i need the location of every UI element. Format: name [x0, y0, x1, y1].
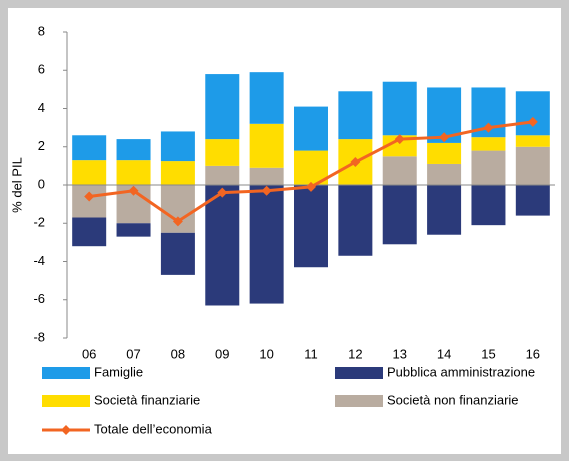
bar	[249, 167, 284, 185]
x-tick-label: 16	[526, 346, 540, 361]
x-tick-label: 09	[215, 346, 229, 361]
y-tick-label: -2	[33, 215, 45, 230]
bar	[116, 139, 151, 161]
y-tick-label: 0	[38, 176, 45, 191]
bar	[205, 139, 240, 166]
y-tick-label: -8	[33, 329, 45, 344]
line-marker	[483, 122, 494, 133]
x-tick-label: 12	[348, 346, 362, 361]
legend-swatch	[42, 367, 90, 379]
bar	[471, 137, 506, 151]
bar	[205, 185, 240, 306]
bar	[249, 185, 284, 304]
bar	[160, 232, 195, 275]
y-axis-label: % del PIL	[9, 157, 24, 213]
legend-label: Famiglie	[94, 364, 143, 379]
line-marker	[350, 157, 361, 168]
bar	[249, 72, 284, 124]
x-tick-label: 06	[82, 346, 96, 361]
line-marker	[394, 134, 405, 145]
legend-swatch	[61, 425, 71, 435]
bar	[515, 185, 550, 216]
bar	[471, 185, 506, 226]
x-tick-label: 15	[481, 346, 495, 361]
line-marker	[306, 181, 316, 192]
bar	[338, 91, 373, 140]
bar	[515, 135, 550, 147]
bar	[427, 142, 462, 164]
bar	[205, 74, 240, 140]
x-tick-label: 11	[304, 346, 318, 361]
bar	[72, 160, 107, 185]
bar	[116, 223, 151, 237]
bar	[515, 91, 550, 136]
x-tick-label: 14	[437, 346, 451, 361]
line-marker	[217, 187, 228, 198]
bar	[382, 81, 417, 136]
x-tick-label: 07	[126, 346, 140, 361]
legend-label: Società non finanziarie	[387, 392, 519, 407]
bar	[382, 185, 417, 245]
bar	[116, 160, 151, 185]
legend-swatch	[42, 395, 90, 407]
line-marker	[261, 185, 272, 196]
line-marker	[128, 185, 139, 196]
y-tick-label: -4	[33, 253, 45, 268]
legend-label: Società finanziarie	[94, 392, 200, 407]
bar	[471, 150, 506, 185]
bar	[294, 106, 328, 151]
bar	[294, 185, 328, 268]
y-tick-label: -6	[33, 291, 45, 306]
bar	[427, 185, 462, 235]
x-tick-label: 13	[392, 346, 406, 361]
legend-swatch	[335, 367, 383, 379]
bar	[160, 131, 195, 162]
legend-label: Pubblica amministrazione	[387, 364, 535, 379]
line-marker	[527, 116, 538, 127]
bar	[249, 123, 284, 168]
bar	[515, 146, 550, 185]
y-tick-label: 8	[38, 23, 45, 38]
bar	[160, 161, 195, 185]
legend-label: Totale dell’economia	[94, 421, 213, 436]
bar	[205, 165, 240, 185]
y-tick-label: 2	[38, 138, 45, 153]
bar	[427, 163, 462, 185]
bar	[338, 185, 373, 256]
y-tick-label: 4	[38, 100, 45, 115]
x-tick-label: 08	[171, 346, 185, 361]
line-marker	[439, 132, 450, 143]
line-marker	[84, 191, 95, 202]
y-tick-label: 6	[38, 62, 45, 77]
bar	[382, 156, 417, 185]
bar	[72, 217, 107, 247]
line-marker	[172, 216, 183, 227]
x-tick-label: 10	[259, 346, 273, 361]
bar	[382, 135, 417, 157]
bar	[72, 135, 107, 161]
legend-swatch	[335, 395, 383, 407]
